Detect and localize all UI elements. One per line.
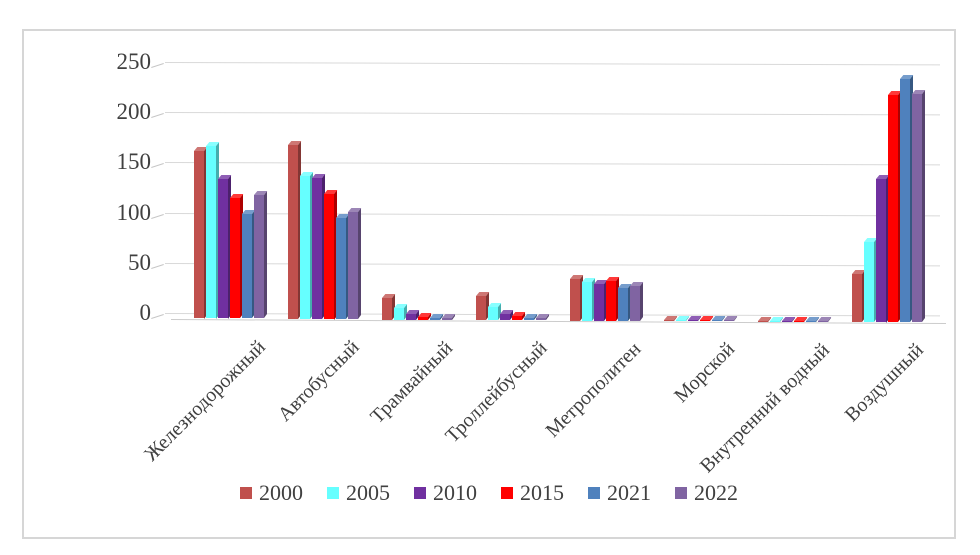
- bar-2010-Железнодорожный: [218, 178, 228, 319]
- bar-2022-Троллейбусный: [536, 318, 546, 321]
- y-axis-tick-label: 150: [116, 149, 152, 175]
- bar-side-face: [640, 281, 643, 321]
- legend-item: 2005: [327, 481, 390, 505]
- legend-item: 2021: [588, 481, 651, 505]
- legend-label: 2022: [694, 480, 738, 505]
- legend-swatch: [675, 487, 687, 499]
- bar-2005-Морской: [676, 320, 686, 322]
- bar-2010-Трамвайный: [406, 313, 416, 320]
- bar-2015-Троллейбусный: [512, 316, 522, 321]
- legend-swatch: [414, 487, 426, 499]
- legend-label: 2010: [433, 480, 477, 505]
- legend-swatch: [588, 487, 600, 499]
- bar-2005-Внутренний водный: [770, 320, 780, 322]
- bar-2010-Метрополитен: [594, 283, 604, 321]
- bar-2022-Железнодорожный: [254, 195, 264, 319]
- bar-2022-Метрополитен: [630, 285, 640, 321]
- bar-2005-Автобусный: [300, 176, 310, 320]
- legend-item: 2010: [414, 481, 477, 505]
- legend-label: 2021: [607, 480, 651, 505]
- bar-2015-Метрополитен: [606, 280, 616, 321]
- legend-item: 2015: [501, 481, 564, 505]
- bar-2021-Внутренний водный: [806, 320, 816, 322]
- bar-2015-Железнодорожный: [230, 198, 240, 319]
- bar-2000-Метрополитен: [570, 278, 580, 321]
- bar-2022-Воздушный: [912, 94, 922, 323]
- bar-2000-Трамвайный: [382, 297, 392, 320]
- bar-2010-Морской: [688, 320, 698, 322]
- bar-2010-Троллейбусный: [500, 314, 510, 321]
- y-axis-tick-label: 50: [128, 249, 151, 275]
- bar-2021-Троллейбусный: [524, 318, 534, 321]
- bar-2021-Метрополитен: [618, 287, 628, 321]
- bar-2000-Троллейбусный: [476, 296, 486, 321]
- legend-item: 2000: [240, 481, 303, 505]
- bar-2010-Внутренний водный: [782, 320, 792, 322]
- bar-2010-Воздушный: [876, 178, 886, 323]
- y-axis-tick-label: 100: [116, 199, 152, 225]
- chart-frame: [22, 29, 956, 539]
- bar-2021-Автобусный: [336, 217, 346, 320]
- bar-2000-Автобусный: [288, 145, 298, 320]
- legend-label: 2000: [259, 480, 303, 505]
- legend-item: 2022: [675, 481, 738, 505]
- bar-2015-Автобусный: [324, 193, 334, 320]
- bar-2015-Внутренний водный: [794, 320, 804, 322]
- bar-2015-Трамвайный: [418, 316, 428, 320]
- bar-2022-Внутренний водный: [818, 320, 828, 322]
- bar-side-face: [264, 191, 267, 319]
- y-axis-tick-label: 250: [116, 49, 152, 74]
- legend-swatch: [501, 487, 513, 499]
- legend-label: 2015: [520, 480, 564, 505]
- bar-2022-Трамвайный: [442, 317, 452, 320]
- bar-2022-Морской: [724, 320, 734, 322]
- bar-2000-Железнодорожный: [194, 150, 204, 319]
- bar-2021-Морской: [712, 320, 722, 322]
- bar-side-face: [922, 90, 925, 323]
- bar-2000-Морской: [664, 320, 674, 322]
- bar-2015-Воздушный: [888, 95, 898, 323]
- y-axis-tick-label: 0: [139, 300, 152, 325]
- y-axis-tick-label: 200: [116, 99, 152, 125]
- bar-2005-Метрополитен: [582, 281, 592, 321]
- legend-swatch: [240, 487, 252, 499]
- bar-2021-Трамвайный: [430, 317, 440, 320]
- bar-2000-Внутренний водный: [758, 320, 768, 322]
- bar-2015-Морской: [700, 320, 710, 322]
- bar-2021-Железнодорожный: [242, 214, 252, 319]
- bar-2005-Воздушный: [864, 242, 874, 323]
- bar-2022-Автобусный: [348, 211, 358, 320]
- bar-2005-Трамвайный: [394, 307, 404, 320]
- legend-swatch: [327, 487, 339, 499]
- bar-2005-Железнодорожный: [206, 145, 216, 319]
- legend-label: 2005: [346, 480, 390, 505]
- bar-side-face: [358, 207, 361, 320]
- bar-2021-Воздушный: [900, 79, 910, 323]
- bar-2005-Троллейбусный: [488, 307, 498, 321]
- legend: 2000 2005 2010 2015 2021 2022: [22, 481, 956, 505]
- bar-2000-Воздушный: [852, 274, 862, 323]
- bar-2010-Автобусный: [312, 178, 322, 320]
